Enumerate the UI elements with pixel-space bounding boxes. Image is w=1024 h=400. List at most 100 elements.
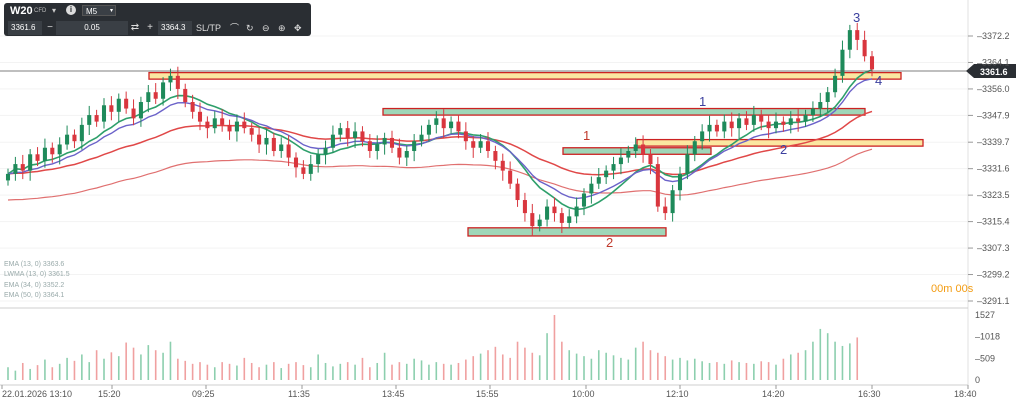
volume-bar [745,362,748,380]
volume-bar [472,356,475,380]
volume-bar [125,342,127,380]
candle-bull [412,141,417,152]
volume-bar [221,362,223,380]
move-icon[interactable]: ✥ [294,23,302,33]
time-tick-label: 15:55 [476,389,499,399]
volume-bar [819,328,822,380]
price-tick-label: –3291.1 [977,296,1010,306]
zoom-out-icon[interactable]: ⊖ [262,23,270,33]
volume-bar [804,350,807,380]
ask-price[interactable]: 3364.3 [158,21,192,35]
candle-bear [485,141,491,152]
candle-bear [530,213,535,227]
volume-axis: 1527 –1018 –509 0 [975,310,1000,385]
candle-bear [441,118,446,129]
volume-bar [716,362,718,380]
volume-bar [524,347,526,380]
candle-bull [382,137,387,145]
volume-bar [849,343,851,380]
candle-bear [500,160,505,171]
chart-type-icon[interactable]: ⌒ [230,23,240,33]
volume-bar [413,358,415,380]
candle-bear [463,131,468,142]
volume-bar [391,364,393,380]
time-tick-label: 13:45 [382,389,405,399]
candle-bull [161,82,166,99]
time-tick-label: 14:20 [762,389,785,399]
info-icon[interactable]: i [66,5,76,15]
refresh-icon[interactable]: ↻ [246,23,254,33]
volume-bar [435,362,438,380]
candle-bull [419,134,424,142]
volume-bar [44,359,46,380]
volume-bar [531,352,534,380]
volume-bar [797,352,799,380]
candle-bear [456,121,461,132]
price-tick-label: –3372.2 [977,31,1010,41]
candle-bear [197,111,203,122]
bid-price[interactable]: 3361.6 [8,21,42,35]
zoom-in-icon[interactable]: ⊕ [278,23,286,33]
volume-bar [398,362,401,380]
candle-bull [803,115,808,122]
symbol-name[interactable]: W20 [10,5,33,17]
candle-bear [714,124,719,132]
candle-bear [655,164,660,207]
volume-bar [642,341,644,380]
time-axis: 22.01.2026 13:10 15:20 09:25 11:35 13:45 15:5… [1,385,977,399]
time-tick-label: 18:40 [954,389,977,399]
candle-bull [79,124,84,142]
quantity-input[interactable]: 0.05 [56,21,128,35]
candle-bull [330,134,335,148]
candle-bear [345,128,350,138]
zone-resistance [382,107,866,116]
volume-bar [81,354,83,380]
volume-bar [538,355,541,380]
price-tick-label: –3339.7 [977,137,1010,147]
time-tick-label: 15:20 [98,389,121,399]
candle-bull [581,193,587,207]
candle-bear [855,30,860,40]
volume-bar [730,360,733,380]
trade-widget[interactable]: W20 CFD ▾ i M5 ▾ 3361.6 − 0.05 ⇄ + 3364.3… [4,3,311,36]
sltp-button[interactable]: SL/TP [196,23,222,33]
volume-bar [273,362,275,380]
candle-bear [205,121,210,129]
symbol-dropdown-icon[interactable]: ▾ [52,6,57,15]
candle-bear [175,75,180,89]
volume-bar [487,350,489,380]
volume-bar [568,350,571,380]
volume-bar [612,355,615,380]
candle-bear [552,206,557,214]
volume-bar [169,341,172,380]
timeframe-select[interactable]: M5 ▾ [82,5,116,16]
volume-bar [627,359,630,380]
volume-bar [834,341,836,380]
candle-bull [810,108,815,116]
candle-bear [397,147,402,158]
candle-bear [271,137,276,152]
volume-bar [346,362,349,380]
candle-bull [279,144,284,152]
candle-bear [648,154,653,165]
symbol-type: CFD [34,8,47,14]
price-tick-label: –3331.6 [977,164,1010,174]
plus-button[interactable]: + [147,22,153,33]
candle-bear [183,88,188,103]
volume-bar [317,354,319,380]
candle-bear [293,157,299,168]
price-tick-label: –3356.0 [977,84,1010,94]
candle-bear [227,124,232,132]
timeframe-label: M5 [86,7,98,16]
swap-icon[interactable]: ⇄ [130,22,140,33]
volume-bar [213,367,216,380]
candle-bull [449,121,454,129]
candle-bull [28,154,33,171]
candle-bull [57,144,62,155]
volume-bar [243,357,246,380]
price-tick-label: –3307.3 [977,243,1010,253]
minus-button[interactable]: − [47,22,53,33]
time-tick-label: 22.01.2026 13:10 [2,389,72,399]
